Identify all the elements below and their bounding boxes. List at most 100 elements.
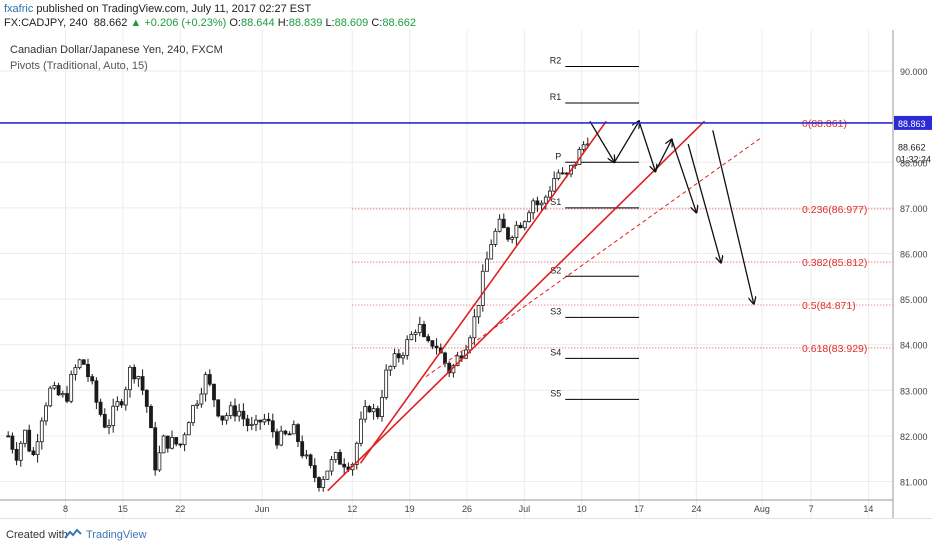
- candle-body: [501, 218, 506, 229]
- candle-body: [409, 334, 414, 341]
- candle-body: [422, 324, 426, 338]
- fib-level-label: 0.5(84.871): [802, 300, 856, 312]
- x-tick-label: Jul: [519, 504, 531, 514]
- x-tick-label: Jun: [255, 504, 270, 514]
- candle-body: [237, 410, 242, 417]
- candle-body: [342, 463, 347, 468]
- candle-body: [367, 406, 372, 413]
- current-price-line: 88.863 88.662 01:32:24: [0, 115, 932, 164]
- candle-body: [388, 365, 393, 371]
- candle-body: [212, 383, 216, 401]
- candle-body: [165, 435, 170, 449]
- candle-body: [52, 385, 57, 389]
- symbol-label: FX:CADJPY, 240: [4, 17, 88, 29]
- candle-body: [182, 434, 187, 446]
- price-chart[interactable]: 0(88.861) 0.236(86.977) 0.382(85.812) 0.5(8…: [0, 30, 932, 518]
- candle-body: [174, 437, 179, 445]
- ohlc-line: FX:CADJPY, 240 88.662 ▲ +0.206 (+0.23%) …: [4, 17, 416, 29]
- candle-body: [10, 435, 15, 450]
- open-value: 88.644: [241, 17, 275, 29]
- footer: Created with TradingView: [0, 518, 932, 551]
- candle-body: [480, 270, 485, 306]
- candle-body: [81, 359, 86, 365]
- candle-body: [245, 418, 250, 426]
- candle-body: [65, 393, 69, 402]
- x-tick-label: 26: [462, 504, 472, 514]
- pivot-level-label: R1: [550, 92, 562, 102]
- candle-body: [581, 144, 586, 150]
- published-text: published on TradingView.com, July 11, 2…: [36, 3, 312, 15]
- candle-body: [140, 376, 145, 391]
- candle-body: [275, 431, 279, 446]
- pivot-level-label: S1: [550, 197, 561, 207]
- candle-body: [31, 450, 36, 456]
- current-price-label: 88.863: [898, 119, 926, 129]
- indicator-label: Pivots (Traditional, Auto, 15): [10, 60, 148, 72]
- candle-body: [69, 374, 74, 402]
- candle-body: [86, 363, 90, 378]
- candle-body: [329, 459, 334, 472]
- trendlines[interactable]: [327, 120, 763, 492]
- x-tick-label: 15: [118, 504, 128, 514]
- candle-body: [472, 316, 477, 339]
- x-tick-label: 22: [175, 504, 185, 514]
- trendline: [425, 136, 763, 378]
- candle-body: [317, 477, 321, 488]
- candle-body: [233, 405, 237, 417]
- current-price-tag: [894, 115, 932, 130]
- x-tick-label: Aug: [754, 504, 770, 514]
- x-tick-label: 17: [634, 504, 644, 514]
- candle-body: [510, 237, 515, 240]
- y-tick-label: 88.000: [900, 158, 928, 168]
- fib-level-label: 0.618(83.929): [802, 343, 867, 355]
- candle-body: [279, 430, 284, 446]
- candle-body: [312, 465, 317, 478]
- candle-body: [254, 419, 258, 425]
- tradingview-brand-link[interactable]: TradingView: [86, 529, 147, 541]
- candle-body: [60, 393, 65, 396]
- pivot-level-label: S3: [550, 306, 561, 316]
- last-price-label: 88.662: [898, 142, 926, 152]
- y-tick-label: 86.000: [900, 249, 928, 259]
- y-tick-label: 82.000: [900, 432, 928, 442]
- candle-body: [102, 414, 107, 428]
- candle-body: [115, 401, 120, 407]
- candle-body: [77, 359, 82, 369]
- candle-body: [224, 415, 229, 421]
- candle-body: [195, 403, 200, 406]
- candle-body: [128, 366, 132, 391]
- candle-body: [258, 419, 263, 423]
- candle-body: [191, 405, 195, 424]
- trendline: [327, 120, 706, 492]
- forecast-arrows[interactable]: [589, 121, 754, 303]
- forecast-arrow: [654, 139, 671, 172]
- trendline: [359, 120, 607, 464]
- last-price: 88.662: [93, 17, 128, 29]
- candle-body: [18, 442, 23, 461]
- up-triangle-icon: ▲: [130, 17, 142, 29]
- fib-level-label: 0(88.861): [802, 118, 847, 130]
- x-tick-label: 14: [863, 504, 873, 514]
- candle-body: [44, 405, 48, 422]
- axes: 81.000 82.000 83.000 84.000 85.000 86.000 87.0…: [0, 30, 928, 518]
- author-link[interactable]: fxafric: [4, 3, 34, 15]
- forecast-arrow: [687, 143, 721, 263]
- candle-body: [228, 405, 233, 417]
- candle-body: [434, 345, 439, 349]
- candle-body: [136, 376, 141, 380]
- candle-body: [216, 399, 221, 417]
- candle-body: [522, 221, 527, 229]
- candle-body: [207, 374, 212, 385]
- candle-body: [455, 355, 460, 366]
- candle-body: [270, 420, 275, 433]
- candle-body: [283, 430, 288, 435]
- candle-body: [417, 324, 422, 333]
- change-value: +0.206 (+0.23%): [144, 17, 227, 29]
- fib-level-label: 0.236(86.977): [802, 204, 867, 216]
- x-tick-label: 10: [577, 504, 587, 514]
- x-tick-label: 8: [63, 504, 68, 514]
- grid: [0, 30, 893, 518]
- candle-body: [548, 190, 552, 198]
- candle-body: [6, 435, 11, 438]
- candle-body: [39, 420, 44, 443]
